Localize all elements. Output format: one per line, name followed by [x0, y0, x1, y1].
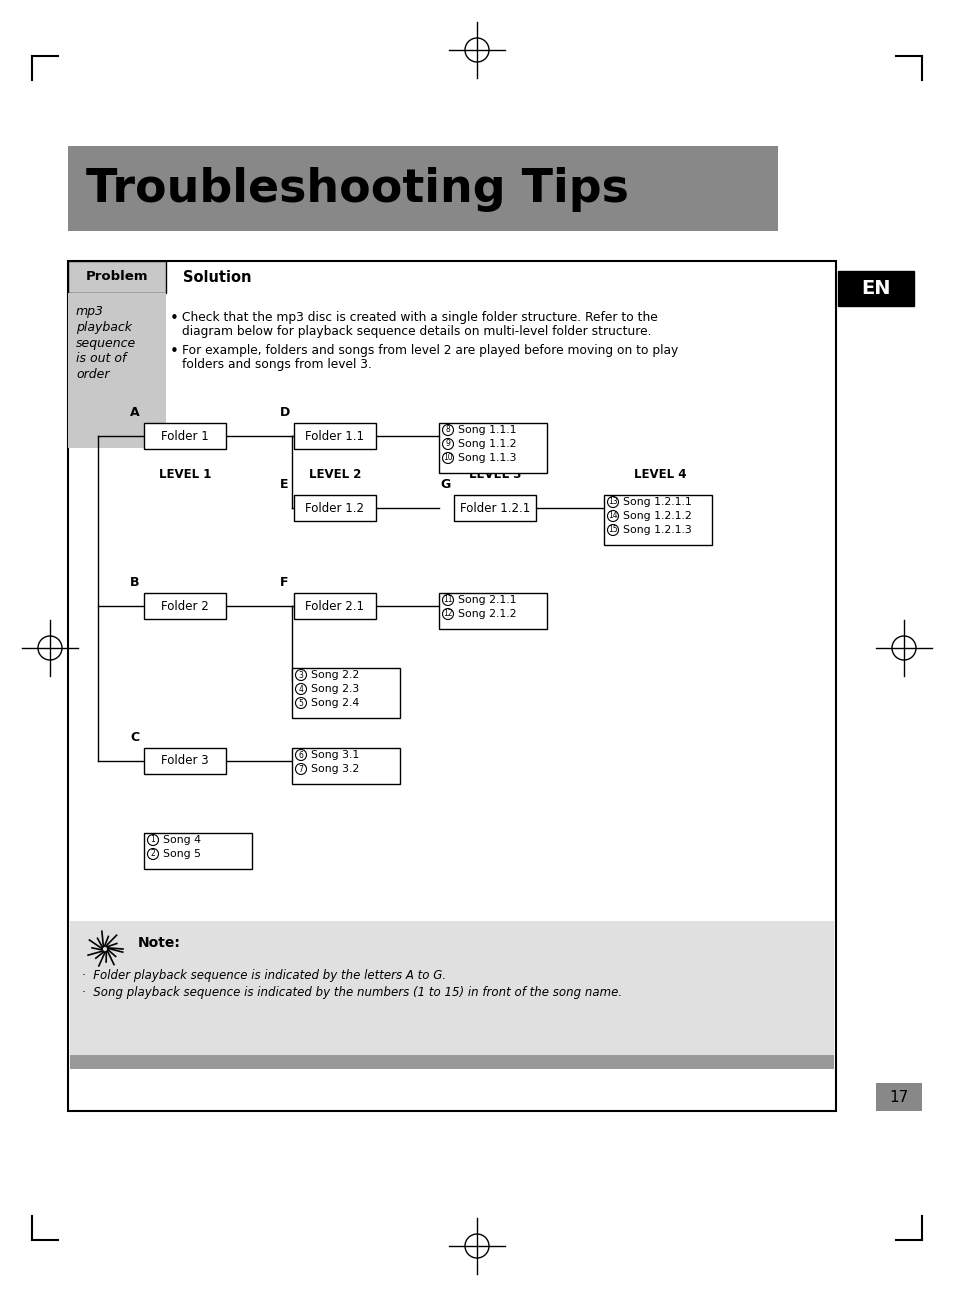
- Bar: [70, 1055, 833, 1069]
- Text: order: order: [76, 368, 110, 381]
- Text: Solution: Solution: [183, 270, 252, 285]
- Bar: [294, 495, 375, 521]
- Bar: [294, 422, 375, 448]
- Bar: [68, 260, 166, 293]
- Text: ·  Song playback sequence is indicated by the numbers (1 to 15) in front of the : · Song playback sequence is indicated by…: [82, 986, 621, 999]
- Text: 8: 8: [445, 425, 450, 434]
- Text: 15: 15: [608, 525, 618, 534]
- Text: LEVEL 2: LEVEL 2: [309, 468, 361, 481]
- Bar: [438, 594, 546, 629]
- Text: Song 1.1.2: Song 1.1.2: [457, 439, 516, 448]
- Bar: [144, 748, 226, 774]
- Bar: [292, 667, 399, 718]
- Text: Folder 1.2.1: Folder 1.2.1: [459, 502, 530, 515]
- Text: Folder 1.2: Folder 1.2: [305, 502, 364, 515]
- Text: For example, folders and songs from level 2 are played before moving on to play: For example, folders and songs from leve…: [182, 343, 678, 356]
- Text: Song 2.4: Song 2.4: [311, 699, 359, 708]
- Bar: [68, 146, 778, 231]
- Text: LEVEL 3: LEVEL 3: [468, 468, 520, 481]
- Text: Folder 3: Folder 3: [161, 754, 209, 767]
- Text: 13: 13: [608, 498, 618, 507]
- Text: F: F: [280, 575, 288, 588]
- Text: 11: 11: [443, 595, 453, 604]
- Text: C: C: [130, 731, 139, 744]
- Text: 9: 9: [445, 439, 450, 448]
- Text: G: G: [439, 478, 450, 491]
- Text: D: D: [280, 406, 290, 419]
- Bar: [68, 293, 166, 448]
- Text: 2: 2: [151, 849, 155, 858]
- Bar: [603, 495, 711, 546]
- Text: E: E: [280, 478, 288, 491]
- Text: Note:: Note:: [138, 936, 181, 950]
- Text: Check that the mp3 disc is created with a single folder structure. Refer to the: Check that the mp3 disc is created with …: [182, 311, 657, 324]
- Text: Song 2.1.1: Song 2.1.1: [457, 595, 516, 605]
- Text: Song 1.2.1.2: Song 1.2.1.2: [622, 511, 691, 521]
- Text: Troubleshooting Tips: Troubleshooting Tips: [86, 166, 628, 211]
- Text: LEVEL 1: LEVEL 1: [158, 468, 211, 481]
- Bar: [294, 594, 375, 619]
- Text: 5: 5: [298, 699, 303, 708]
- Text: sequence: sequence: [76, 337, 136, 350]
- Text: 3: 3: [298, 670, 303, 679]
- Text: ·  Folder playback sequence is indicated by the letters A to G.: · Folder playback sequence is indicated …: [82, 969, 446, 982]
- Bar: [144, 594, 226, 619]
- Text: 14: 14: [608, 512, 618, 521]
- Text: LEVEL 4: LEVEL 4: [633, 468, 685, 481]
- Text: 12: 12: [443, 609, 453, 618]
- Text: 10: 10: [443, 454, 453, 463]
- Text: Folder 1.1: Folder 1.1: [305, 429, 364, 442]
- Text: •: •: [170, 343, 178, 359]
- Text: Song 1.2.1.3: Song 1.2.1.3: [622, 525, 691, 535]
- Text: 4: 4: [298, 684, 303, 693]
- Text: B: B: [130, 575, 139, 588]
- Text: Song 2.1.2: Song 2.1.2: [457, 609, 516, 619]
- Text: Song 3.1: Song 3.1: [311, 750, 359, 759]
- Text: Song 1.2.1.1: Song 1.2.1.1: [622, 496, 691, 507]
- Text: Song 5: Song 5: [163, 849, 201, 859]
- Text: Folder 2.1: Folder 2.1: [305, 600, 364, 613]
- Bar: [875, 1083, 921, 1111]
- Text: Song 2.3: Song 2.3: [311, 684, 359, 693]
- Text: Folder 1: Folder 1: [161, 429, 209, 442]
- Text: Song 1.1.3: Song 1.1.3: [457, 454, 516, 463]
- Text: A: A: [130, 406, 139, 419]
- Text: 6: 6: [298, 750, 303, 759]
- Bar: [70, 921, 833, 1069]
- Text: Song 4: Song 4: [163, 835, 201, 845]
- Text: 7: 7: [298, 765, 303, 774]
- Text: folders and songs from level 3.: folders and songs from level 3.: [182, 358, 372, 371]
- Text: Folder 2: Folder 2: [161, 600, 209, 613]
- Text: diagram below for playback sequence details on multi-level folder structure.: diagram below for playback sequence deta…: [182, 325, 651, 338]
- Text: Song 3.2: Song 3.2: [311, 765, 359, 774]
- Bar: [438, 422, 546, 473]
- Text: Song 2.2: Song 2.2: [311, 670, 359, 680]
- Bar: [837, 271, 913, 306]
- Bar: [454, 495, 536, 521]
- Text: playback: playback: [76, 320, 132, 333]
- Bar: [68, 260, 835, 1111]
- Text: Problem: Problem: [86, 271, 148, 284]
- Text: Song 1.1.1: Song 1.1.1: [457, 425, 516, 435]
- Text: EN: EN: [861, 280, 890, 298]
- Bar: [292, 748, 399, 784]
- Text: 1: 1: [151, 836, 155, 845]
- Text: is out of: is out of: [76, 353, 126, 365]
- Text: •: •: [170, 311, 178, 327]
- Text: mp3: mp3: [76, 305, 104, 318]
- Bar: [144, 422, 226, 448]
- Text: 17: 17: [888, 1090, 907, 1104]
- Bar: [144, 833, 252, 870]
